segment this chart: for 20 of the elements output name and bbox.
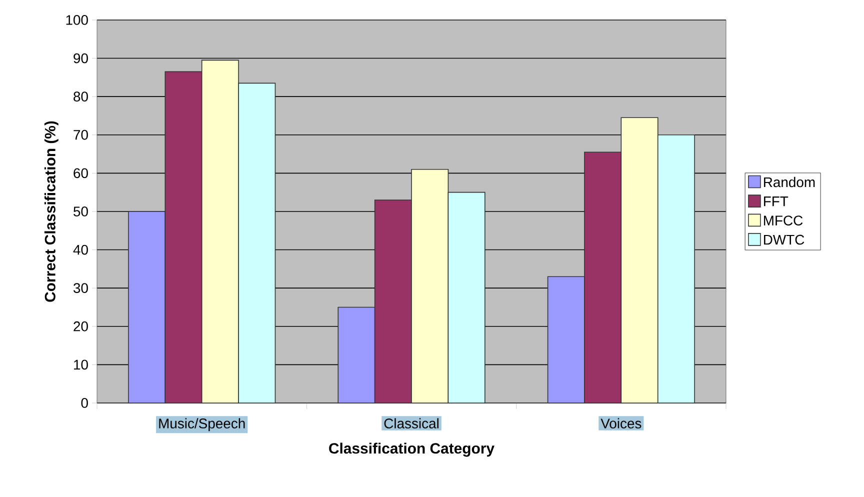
x-tick-label: Music/Speech [159,418,245,432]
y-tick-label: 60 [74,168,88,178]
y-axis-title: Correct Classification (%) [44,121,58,302]
legend-label: DWTC [764,234,804,245]
legend-label: Random [764,176,815,188]
x-tick-label: Classical [384,418,438,428]
y-tick-label: 40 [73,244,88,255]
y-tick-label: 50 [74,206,88,216]
x-tick-label: Voices [600,418,642,428]
y-tick-label: 90 [74,53,88,64]
y-tick-label: 100 [66,15,88,25]
y-tick-label: 30 [74,283,88,294]
y-tick-label: 20 [74,321,88,332]
legend-label: MFCC [764,216,803,226]
x-axis-title: Classification Category [329,442,494,457]
y-tick-label: 0 [81,398,88,408]
legend-label: FFT [764,196,788,206]
y-tick-label: 70 [74,130,88,140]
y-tick-label: 80 [74,92,88,102]
y-tick-label: 10 [74,360,88,370]
